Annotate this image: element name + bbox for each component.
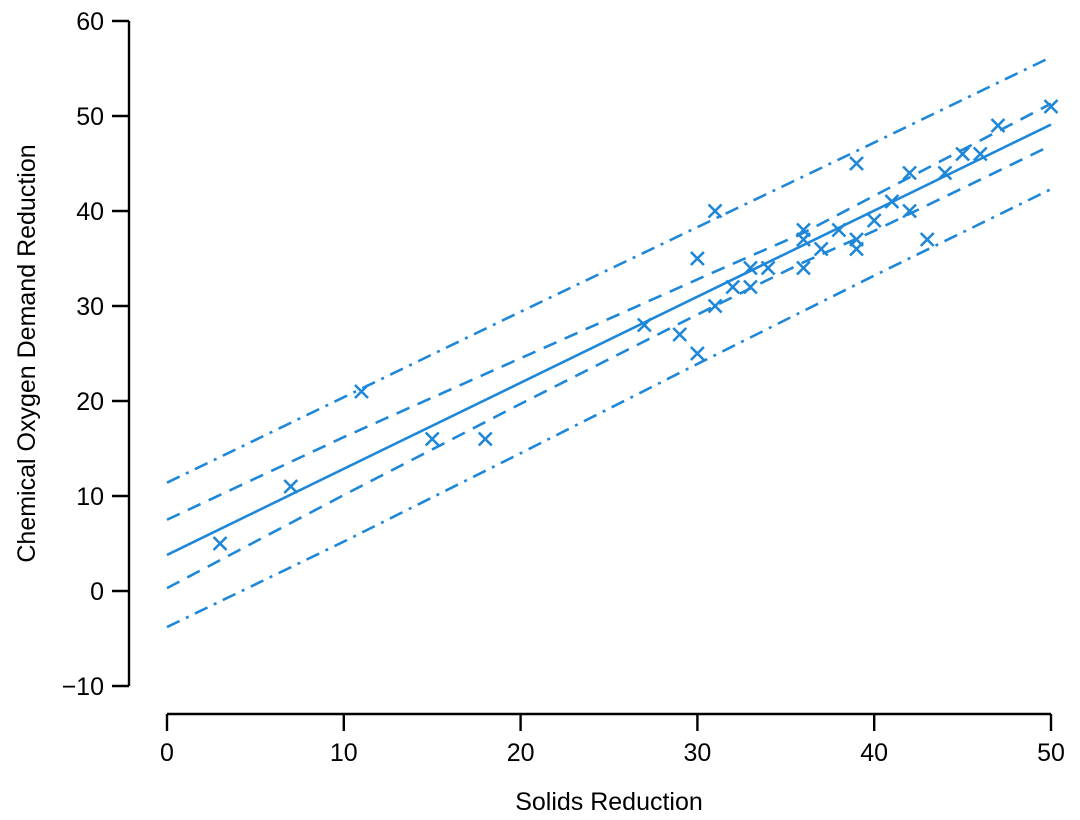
regression-line-group — [166, 123, 1052, 557]
confidence-band-upper — [166, 102, 1052, 521]
y-tick-label: 10 — [76, 483, 104, 511]
data-point — [689, 346, 705, 361]
data-point — [354, 384, 369, 399]
data-point — [990, 118, 1006, 133]
x-tick-label: 30 — [683, 739, 711, 767]
prediction-band-upper — [166, 55, 1052, 484]
prediction-band-lower — [166, 187, 1052, 629]
x-tick-label: 10 — [330, 739, 358, 767]
data-point — [1043, 99, 1059, 114]
data-point — [919, 232, 935, 247]
y-tick-label: 40 — [76, 198, 104, 226]
y-tick-label: 0 — [90, 578, 104, 606]
data-point — [212, 536, 228, 551]
data-point — [937, 165, 953, 181]
data-point — [760, 260, 776, 276]
data-point — [283, 479, 299, 494]
confidence-band-lower — [166, 144, 1052, 590]
data-point — [689, 251, 705, 266]
data-point — [831, 222, 847, 238]
data-point — [796, 222, 811, 238]
data-point — [902, 165, 917, 181]
y-tick-label: 50 — [76, 103, 104, 131]
y-tick-label: 20 — [76, 388, 104, 416]
data-points — [212, 99, 1059, 551]
y-tick-label: −10 — [62, 673, 104, 701]
data-point — [636, 317, 652, 333]
x-axis-title: Solids Reduction — [515, 788, 703, 816]
x-tick-label: 0 — [160, 739, 174, 767]
data-point — [743, 260, 758, 276]
x-tick-label: 50 — [1037, 739, 1065, 767]
data-point — [725, 279, 741, 295]
data-point — [884, 194, 900, 209]
data-point — [796, 260, 811, 276]
data-point — [707, 203, 723, 219]
x-axis: 0 10 20 30 40 50 — [160, 712, 1065, 767]
data-point — [849, 241, 864, 257]
data-point — [477, 431, 493, 447]
data-point — [955, 146, 971, 162]
data-point — [972, 146, 988, 162]
data-point — [813, 241, 829, 257]
data-point — [866, 213, 882, 228]
y-tick-label: 30 — [76, 293, 104, 321]
data-point — [849, 156, 864, 171]
regression-line — [166, 123, 1052, 557]
data-point — [743, 279, 758, 295]
data-point — [707, 298, 723, 314]
interval-bands — [166, 55, 1052, 629]
x-tick-label: 40 — [860, 739, 888, 767]
x-tick-label: 20 — [507, 739, 535, 767]
y-tick-label: 60 — [76, 8, 104, 36]
y-axis-title: Chemical Oxygen Demand Reduction — [13, 144, 41, 562]
data-point — [902, 203, 917, 219]
data-point — [672, 327, 688, 342]
data-point — [424, 431, 440, 447]
y-axis: −10 0 10 20 30 40 50 60 — [62, 8, 131, 701]
